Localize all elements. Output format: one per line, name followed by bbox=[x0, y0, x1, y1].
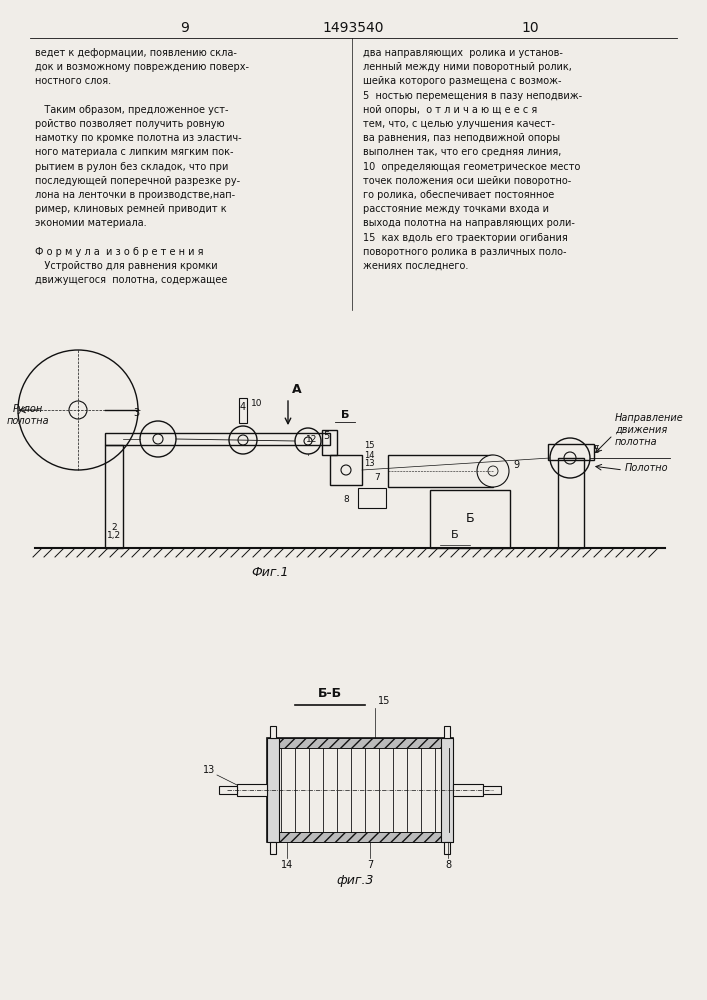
Text: 15: 15 bbox=[378, 696, 390, 706]
Text: А: А bbox=[292, 383, 302, 396]
Text: 13: 13 bbox=[203, 765, 215, 775]
Text: Таким образом, предложенное уст-: Таким образом, предложенное уст- bbox=[35, 105, 228, 115]
Text: 15  ках вдоль его траектории огибания: 15 ках вдоль его траектории огибания bbox=[363, 233, 568, 243]
Text: движущегося  полотна, содержащее: движущегося полотна, содержащее bbox=[35, 275, 228, 285]
Text: ройство позволяет получить ровную: ройство позволяет получить ровную bbox=[35, 119, 225, 129]
Text: Фиг.1: Фиг.1 bbox=[251, 566, 288, 579]
Bar bbox=[270, 842, 276, 854]
Bar bbox=[444, 726, 450, 738]
Text: 4: 4 bbox=[240, 402, 246, 412]
Bar bbox=[237, 784, 267, 796]
Text: 5: 5 bbox=[593, 445, 600, 455]
Text: рытием в рулон без складок, что при: рытием в рулон без складок, что при bbox=[35, 162, 228, 172]
Text: 10: 10 bbox=[521, 21, 539, 35]
Bar bbox=[270, 726, 276, 738]
Text: ленный между ними поворотный ролик,: ленный между ними поворотный ролик, bbox=[363, 62, 572, 72]
Text: Устройство для равнения кромки: Устройство для равнения кромки bbox=[35, 261, 218, 271]
Text: 5  ностью перемещения в пазу неподвиж-: 5 ностью перемещения в пазу неподвиж- bbox=[363, 91, 582, 101]
Text: экономии материала.: экономии материала. bbox=[35, 218, 146, 228]
Text: 7: 7 bbox=[374, 473, 380, 482]
Text: лона на ленточки в производстве,нап-: лона на ленточки в производстве,нап- bbox=[35, 190, 235, 200]
Text: Б: Б bbox=[451, 530, 459, 540]
Text: Б-Б: Б-Б bbox=[318, 687, 342, 700]
Text: поворотного ролика в различных поло-: поворотного ролика в различных поло- bbox=[363, 247, 566, 257]
Bar bbox=[267, 738, 453, 842]
Text: 1493540: 1493540 bbox=[322, 21, 384, 35]
Text: ведет к деформации, появлению скла-: ведет к деформации, появлению скла- bbox=[35, 48, 237, 58]
Text: Направление
движения
полотна: Направление движения полотна bbox=[615, 413, 684, 447]
Text: намотку по кромке полотна из эластич-: намотку по кромке полотна из эластич- bbox=[35, 133, 242, 143]
Text: Рулон
полотна: Рулон полотна bbox=[6, 404, 49, 426]
Bar bbox=[453, 784, 483, 796]
Text: 3: 3 bbox=[133, 408, 139, 418]
Text: ва равнения, паз неподвижной опоры: ва равнения, паз неподвижной опоры bbox=[363, 133, 560, 143]
Bar bbox=[219, 786, 237, 794]
Text: 9: 9 bbox=[180, 21, 189, 35]
Text: 12: 12 bbox=[305, 435, 317, 444]
Text: док и возможному повреждению поверх-: док и возможному повреждению поверх- bbox=[35, 62, 249, 72]
Text: 5: 5 bbox=[323, 431, 329, 441]
Text: 8: 8 bbox=[445, 860, 451, 870]
Text: ностного слоя.: ностного слоя. bbox=[35, 76, 111, 86]
Bar bbox=[105, 433, 330, 445]
Bar bbox=[558, 458, 584, 548]
Bar bbox=[330, 455, 362, 485]
Bar bbox=[239, 398, 247, 423]
Text: 14: 14 bbox=[281, 860, 293, 870]
Text: Ф о р м у л а  и з о б р е т е н и я: Ф о р м у л а и з о б р е т е н и я bbox=[35, 247, 204, 257]
Text: Б: Б bbox=[341, 410, 349, 420]
Bar bbox=[267, 738, 279, 842]
Text: выполнен так, что его средняя линия,: выполнен так, что его средняя линия, bbox=[363, 147, 561, 157]
Text: го ролика, обеспечивает постоянное: го ролика, обеспечивает постоянное bbox=[363, 190, 554, 200]
Text: расстояние между точками входа и: расстояние между точками входа и bbox=[363, 204, 549, 214]
Text: два направляющих  ролика и установ-: два направляющих ролика и установ- bbox=[363, 48, 563, 58]
Bar bbox=[444, 842, 450, 854]
Text: выхода полотна на направляющих роли-: выхода полотна на направляющих роли- bbox=[363, 218, 575, 228]
Text: 1,2: 1,2 bbox=[107, 531, 121, 540]
Bar bbox=[358, 488, 386, 508]
Text: последующей поперечной разрезке ру-: последующей поперечной разрезке ру- bbox=[35, 176, 240, 186]
Text: 8: 8 bbox=[343, 495, 349, 504]
Text: жениях последнего.: жениях последнего. bbox=[363, 261, 468, 271]
Text: 14: 14 bbox=[364, 451, 375, 460]
Text: 10  определяющая геометрическое место: 10 определяющая геометрическое место bbox=[363, 162, 580, 172]
Text: 7: 7 bbox=[367, 860, 373, 870]
Bar bbox=[322, 430, 337, 455]
Bar bbox=[430, 490, 510, 548]
Text: ной опоры,  о т л и ч а ю щ е е с я: ной опоры, о т л и ч а ю щ е е с я bbox=[363, 105, 537, 115]
Text: шейка которого размещена с возмож-: шейка которого размещена с возмож- bbox=[363, 76, 561, 86]
Text: ного материала с липким мягким пок-: ного материала с липким мягким пок- bbox=[35, 147, 233, 157]
Bar bbox=[388, 455, 493, 487]
Text: Б: Б bbox=[466, 512, 474, 526]
Bar bbox=[548, 444, 594, 460]
Bar bbox=[267, 738, 453, 748]
Bar bbox=[441, 738, 453, 842]
Circle shape bbox=[477, 455, 509, 487]
Text: тем, что, с целью улучшения качест-: тем, что, с целью улучшения качест- bbox=[363, 119, 555, 129]
Text: 10: 10 bbox=[251, 399, 262, 408]
Text: 2: 2 bbox=[111, 524, 117, 532]
Bar bbox=[483, 786, 501, 794]
Text: 15: 15 bbox=[364, 441, 375, 450]
Text: Полотно: Полотно bbox=[625, 463, 669, 473]
Text: ример, клиновых ремней приводит к: ример, клиновых ремней приводит к bbox=[35, 204, 227, 214]
Bar bbox=[267, 832, 453, 842]
Bar bbox=[105, 445, 123, 548]
Text: 13: 13 bbox=[364, 459, 375, 468]
Text: фиг.3: фиг.3 bbox=[337, 874, 374, 887]
Text: 9: 9 bbox=[513, 460, 519, 470]
Text: точек положения оси шейки поворотно-: точек положения оси шейки поворотно- bbox=[363, 176, 571, 186]
